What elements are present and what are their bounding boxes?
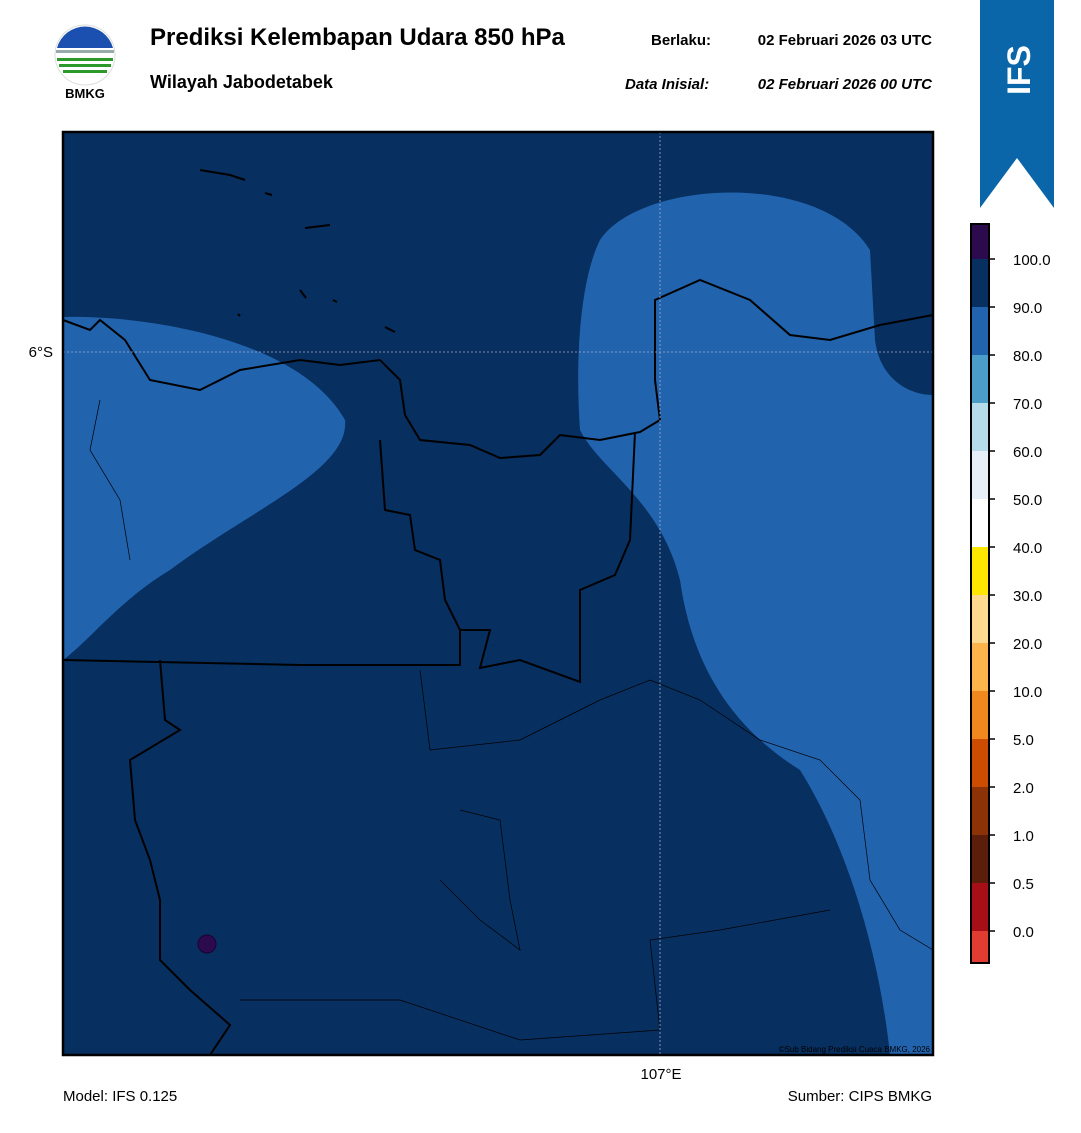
colorbar-segment	[971, 643, 989, 691]
logo-text: BMKG	[65, 86, 105, 101]
colorbar-segment	[971, 835, 989, 883]
colorbar-label: 10.0	[1013, 684, 1042, 701]
colorbar: 0.0 0.5 1.0 2.0 5.0 10.0 20.0 30.0 40.0 50.0 60.0 7…	[970, 223, 1051, 964]
colorbar-segment	[971, 224, 989, 259]
colorbar-segment	[971, 307, 989, 355]
map-frame	[61, 130, 935, 1057]
lon-label: 107°E	[640, 1066, 681, 1083]
colorbar-label: 50.0	[1013, 492, 1042, 509]
colorbar-label: 20.0	[1013, 636, 1042, 653]
badge-text: IFS	[1001, 45, 1037, 95]
copyright: ©Sub Bidang Prediksi Cuaca BMKG, 2026	[779, 1045, 931, 1054]
colorbar-segment	[971, 931, 989, 963]
source: Sumber: CIPS BMKG	[788, 1088, 932, 1105]
colorbar-segment	[971, 691, 989, 739]
colorbar-label: 100.0	[1013, 252, 1051, 269]
colorbar-segment	[971, 883, 989, 931]
valid-label: Berlaku:	[651, 32, 711, 49]
colorbar-label: 70.0	[1013, 396, 1042, 413]
colorbar-segment	[971, 451, 989, 499]
map: ©Sub Bidang Prediksi Cuaca BMKG, 2026 6°…	[29, 130, 935, 1083]
colorbar-label: 0.5	[1013, 876, 1034, 893]
colorbar-segment	[971, 547, 989, 595]
coastline	[63, 278, 933, 460]
humidity-area	[63, 316, 346, 660]
province-border	[63, 630, 461, 1055]
colorbar-label: 40.0	[1013, 540, 1042, 557]
bmkg-logo: BMKG	[54, 24, 116, 101]
colorbar-segment	[971, 787, 989, 835]
model: Model: IFS 0.125	[63, 1088, 177, 1105]
colorbar-segment	[971, 259, 989, 307]
humidity-spot	[197, 934, 217, 954]
colorbar-label: 90.0	[1013, 300, 1042, 317]
colorbar-segment	[971, 739, 989, 787]
colorbar-segment	[971, 499, 989, 547]
colorbar-frame	[970, 223, 990, 964]
colorbar-label: 80.0	[1013, 348, 1042, 365]
badge-ribbon	[980, 0, 1054, 208]
island	[199, 169, 396, 333]
colorbar-label: 1.0	[1013, 828, 1034, 845]
valid-time: 02 Februari 2026 03 UTC	[758, 32, 932, 49]
region: Wilayah Jabodetabek	[150, 72, 334, 92]
colorbar-segment	[971, 403, 989, 451]
init-time: 02 Februari 2026 00 UTC	[758, 76, 933, 93]
colorbar-label: 60.0	[1013, 444, 1042, 461]
humidity-area	[578, 192, 933, 1055]
colorbar-segment	[971, 355, 989, 403]
colorbar-label: 2.0	[1013, 780, 1034, 797]
colorbar-label: 30.0	[1013, 588, 1042, 605]
lat-label: 6°S	[29, 344, 53, 361]
title: Prediksi Kelembapan Udara 850 hPa	[150, 24, 566, 51]
colorbar-segment	[971, 595, 989, 643]
colorbar-label: 5.0	[1013, 732, 1034, 749]
province-border	[379, 431, 636, 684]
init-label: Data Inisial:	[625, 76, 709, 93]
colorbar-label: 0.0	[1013, 924, 1034, 941]
district-border	[89, 399, 933, 1041]
